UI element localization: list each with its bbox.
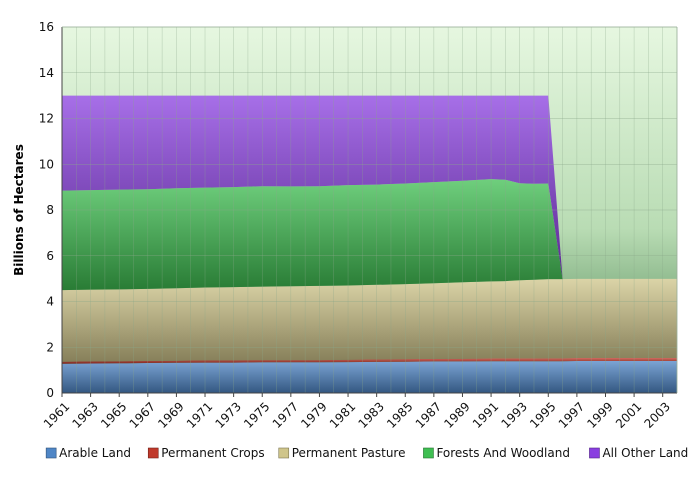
legend-label: Permanent Crops bbox=[161, 446, 264, 460]
x-tick-label: 1995 bbox=[527, 399, 558, 430]
area-all-other-land bbox=[62, 95, 677, 280]
y-tick-label: 6 bbox=[46, 249, 54, 263]
area-permanent-crops bbox=[62, 358, 677, 364]
legend-label: Forests And Woodland bbox=[436, 446, 570, 460]
area-arable-land bbox=[62, 361, 677, 393]
y-tick-label: 0 bbox=[46, 386, 54, 400]
y-axis-label: Billions of Hectares bbox=[12, 144, 26, 276]
legend-swatch bbox=[147, 447, 159, 459]
x-tick-label: 1965 bbox=[98, 399, 129, 430]
x-tick-label: 1975 bbox=[241, 399, 272, 430]
x-tick-label: 1977 bbox=[270, 399, 301, 430]
x-tick-label: 1963 bbox=[69, 399, 100, 430]
area-permanent-pasture bbox=[62, 278, 677, 362]
x-tick-label: 2003 bbox=[642, 399, 673, 430]
x-tick-label: 1989 bbox=[441, 399, 472, 430]
x-tick-label: 1999 bbox=[584, 399, 615, 430]
y-tick-label: 4 bbox=[46, 295, 54, 309]
x-tick-label: 1973 bbox=[212, 399, 243, 430]
x-tick-label: 1967 bbox=[127, 399, 158, 430]
x-tick-label: 1983 bbox=[355, 399, 386, 430]
x-tick-label: 1991 bbox=[470, 399, 501, 430]
x-tick-label: 1997 bbox=[556, 399, 587, 430]
legend-label: All Other Land bbox=[602, 446, 688, 460]
legend-swatch bbox=[45, 447, 57, 459]
legend-swatch bbox=[423, 447, 434, 459]
legend-label: Permanent Pasture bbox=[292, 446, 406, 460]
x-tick-label: 1981 bbox=[327, 399, 358, 430]
x-tick-label: 1979 bbox=[298, 399, 329, 430]
x-tick-label: 1961 bbox=[41, 399, 72, 430]
x-tick-label: 2001 bbox=[613, 399, 644, 430]
x-tick-label: 1971 bbox=[184, 399, 215, 430]
y-tick-label: 8 bbox=[46, 203, 54, 217]
y-tick-label: 12 bbox=[39, 112, 54, 126]
legend-label: Arable Land bbox=[59, 446, 131, 460]
y-tick-label: 16 bbox=[39, 20, 54, 34]
y-tick-label: 14 bbox=[39, 66, 54, 80]
x-tick-label: 1969 bbox=[155, 399, 186, 430]
legend-swatch bbox=[278, 447, 290, 459]
x-tick-label: 1987 bbox=[413, 399, 444, 430]
x-tick-label: 1985 bbox=[384, 399, 415, 430]
x-tick-label: 1993 bbox=[499, 399, 530, 430]
y-tick-label: 10 bbox=[39, 157, 54, 171]
y-tick-label: 2 bbox=[46, 340, 54, 354]
area-forests-and-woodland bbox=[62, 179, 677, 291]
legend-swatch bbox=[589, 447, 600, 459]
